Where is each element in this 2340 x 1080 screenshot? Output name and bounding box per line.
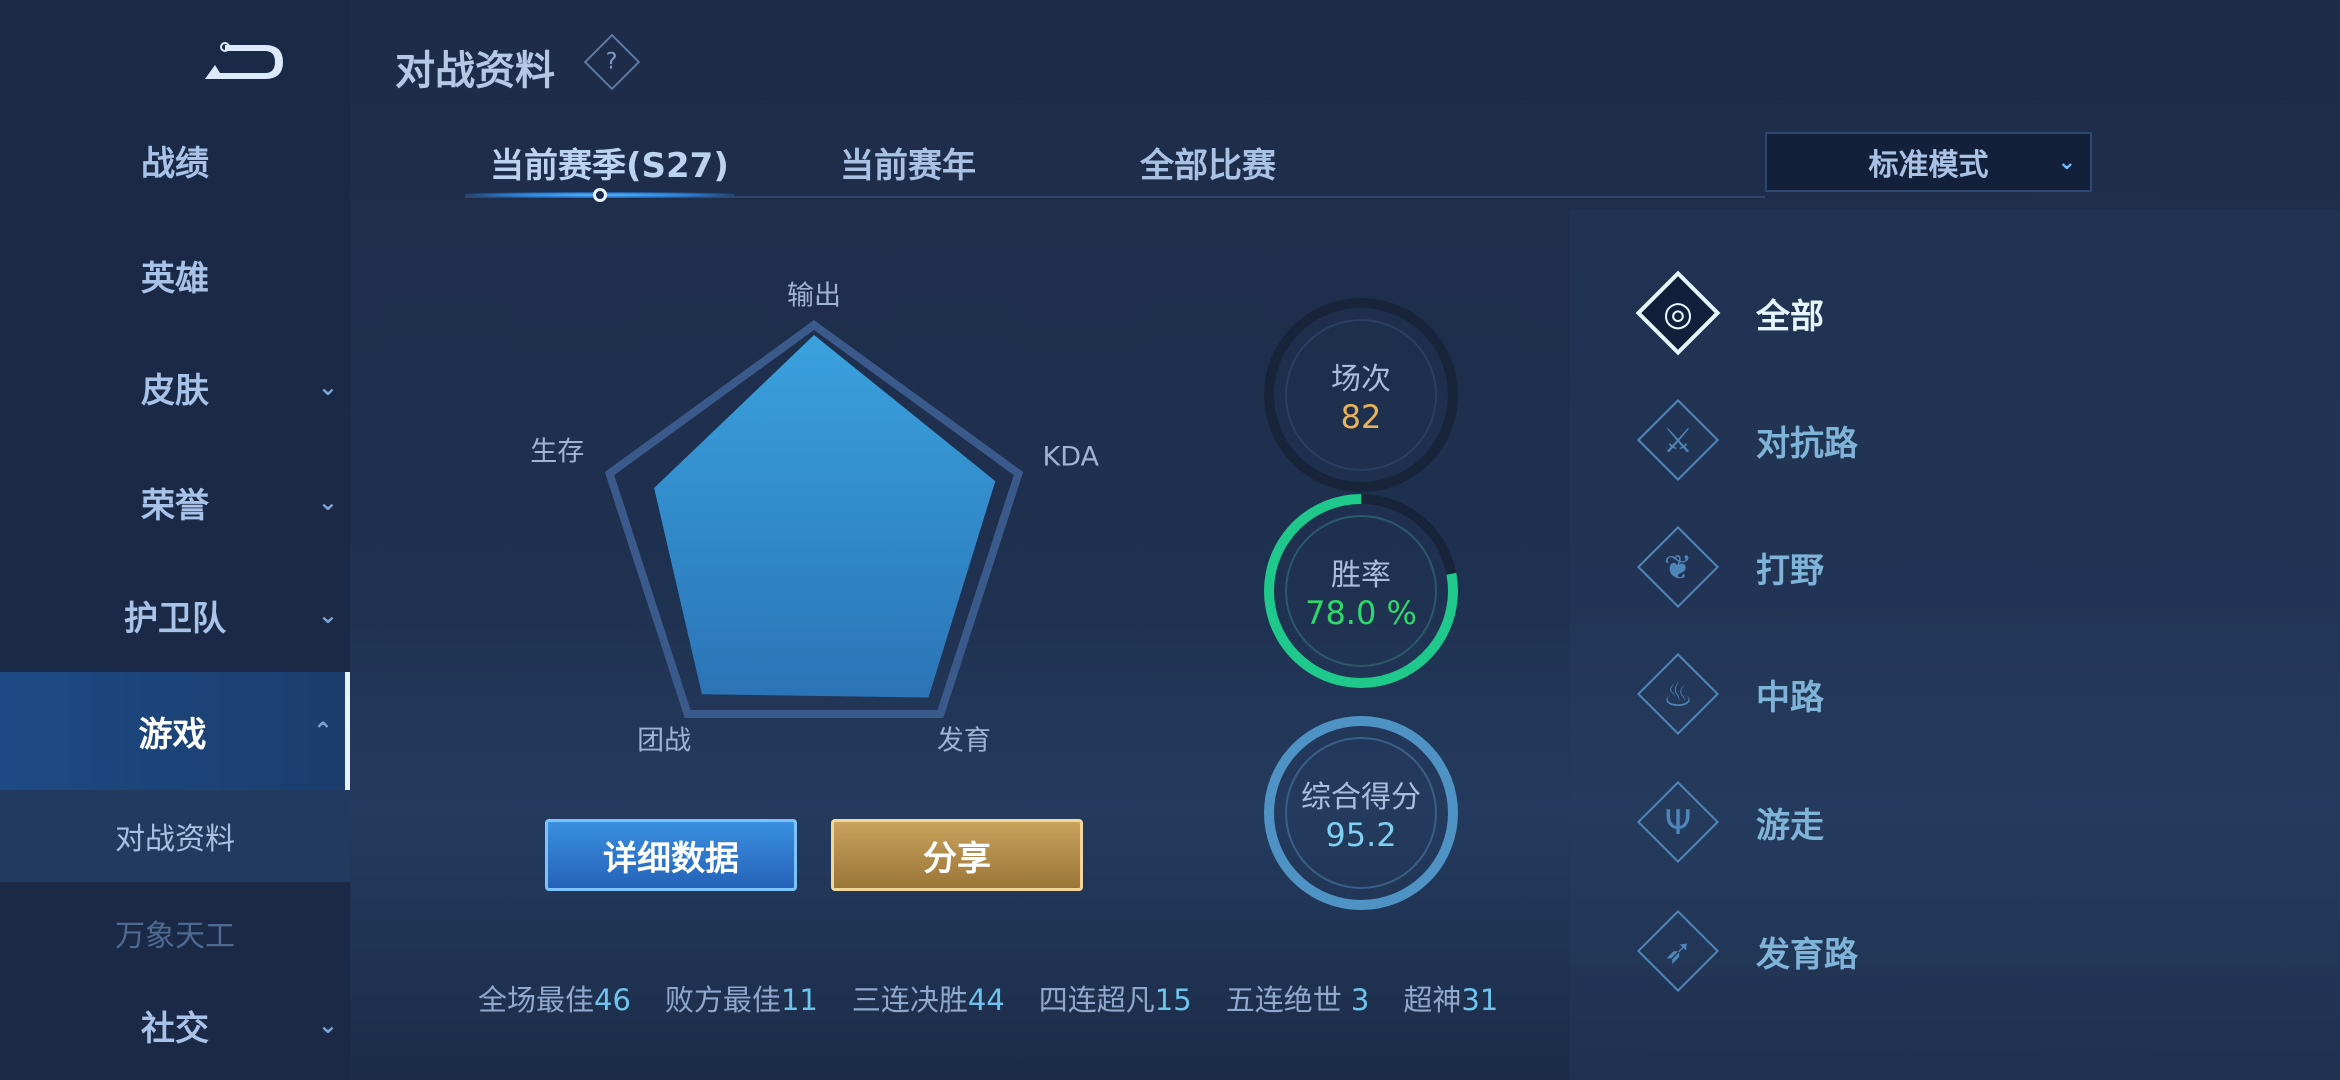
winrate-ring: 胜率 78.0 %: [1261, 491, 1461, 691]
lane-item-0[interactable]: ◎ 全部: [1630, 263, 1824, 363]
share-button[interactable]: 分享: [831, 819, 1083, 891]
radar-label-growth: 发育: [936, 725, 991, 757]
chevron-down-icon: ⌄: [317, 373, 338, 401]
stat-quadra-kill: 四连超凡15: [1039, 977, 1192, 1019]
lane-panel: [1570, 210, 2340, 1080]
stat-label: 全场最佳: [478, 983, 595, 1017]
sidebar-item-honor[interactable]: 荣誉 ⌄: [0, 447, 350, 557]
svg-text:Ψ: Ψ: [1665, 803, 1692, 843]
chevron-down-icon: ⌄: [317, 601, 338, 629]
score-label: 综合得分: [1301, 780, 1421, 815]
lane-item-1[interactable]: ⚔ 对抗路: [1630, 390, 1858, 490]
chevron-up-icon: ⌃: [312, 717, 333, 745]
sub-label: 对战资料: [115, 822, 235, 857]
stat-label: 三连决胜: [851, 983, 968, 1017]
tab-current-season[interactable]: 当前赛季(S27): [490, 146, 729, 186]
svg-text:♨: ♨: [1663, 675, 1693, 715]
sidebar-item-skins[interactable]: 皮肤 ⌄: [0, 332, 350, 442]
stat-triple-kill: 三连决胜44: [852, 977, 1005, 1019]
leaf-icon: ❦: [1630, 519, 1726, 615]
radar-fill: [654, 335, 996, 698]
lane-item-2[interactable]: ❦ 打野: [1630, 517, 1824, 617]
winrate-value: 78.0 %: [1305, 594, 1417, 632]
subitem-battle-data[interactable]: 对战资料: [0, 790, 350, 882]
sidebar-item-social[interactable]: 社交 ⌄: [0, 970, 350, 1080]
subitem-workshop[interactable]: 万象天工: [0, 887, 350, 979]
svg-text:❦: ❦: [1664, 548, 1693, 588]
stat-label: 四连超凡: [1038, 983, 1155, 1017]
lane-label: 中路: [1756, 677, 1824, 718]
matches-label: 场次: [1331, 362, 1391, 397]
stat-legendary: 超神31: [1403, 977, 1498, 1019]
page-title: 对战资料: [395, 48, 555, 94]
svg-text:➶: ➶: [1664, 932, 1693, 972]
crossed-swords-icon: ⚔: [1630, 392, 1726, 488]
nav-label: 荣誉: [141, 485, 209, 526]
radar-label-output: 输出: [787, 280, 841, 312]
stat-value: 15: [1154, 983, 1192, 1017]
sub-label: 万象天工: [115, 919, 235, 954]
score-ring: 综合得分 95.2: [1261, 713, 1461, 913]
sidebar-item-guard-team[interactable]: 护卫队 ⌄: [0, 560, 350, 670]
arrow-target-icon: ➶: [1630, 903, 1726, 999]
svg-text:⚔: ⚔: [1663, 421, 1693, 461]
lane-label: 打野: [1756, 550, 1824, 591]
stat-value: 3: [1341, 983, 1370, 1017]
nav-label: 皮肤: [141, 370, 209, 411]
tab-indicator: [465, 188, 735, 202]
matches-ring: 场次 82: [1261, 295, 1461, 495]
matches-value: 82: [1340, 398, 1382, 436]
nav-label: 英雄: [141, 258, 209, 299]
stat-label: 五连绝世: [1225, 983, 1342, 1017]
radar-chart: [604, 320, 1024, 718]
sidebar-item-heroes[interactable]: 英雄: [0, 220, 350, 330]
nav-label: 游戏: [138, 714, 207, 755]
chevron-down-icon: ⌄: [2057, 149, 2076, 175]
lane-item-5[interactable]: ➶ 发育路: [1630, 901, 1858, 1001]
lane-label: 对抗路: [1756, 423, 1858, 464]
mode-value: 标准模式: [1868, 148, 1989, 183]
sidebar-item-record[interactable]: 战绩: [0, 105, 350, 215]
radar-outline: [604, 320, 1024, 718]
back-icon[interactable]: [195, 35, 290, 85]
achievement-stats: 全场最佳46 败方最佳11 三连决胜44 四连超凡15 五连绝世 3 超神31: [478, 977, 1498, 1019]
trident-icon: Ψ: [1630, 774, 1726, 870]
stat-mvp: 全场最佳46: [478, 977, 631, 1019]
lane-label: 发育路: [1756, 934, 1858, 975]
nav-label: 社交: [141, 1008, 209, 1049]
stat-penta-kill: 五连绝世 3: [1226, 977, 1370, 1019]
score-value: 95.2: [1325, 816, 1397, 854]
radar-label-survival: 生存: [530, 436, 585, 468]
lane-item-4[interactable]: Ψ 游走: [1630, 772, 1824, 872]
radar-label-teamfight: 团战: [637, 725, 692, 757]
stat-value: 44: [967, 983, 1005, 1017]
nav-label: 护卫队: [124, 598, 226, 639]
lane-label: 游走: [1756, 805, 1824, 846]
stat-value: 46: [594, 983, 631, 1017]
chevron-down-icon: ⌄: [317, 1011, 338, 1039]
tab-all-matches[interactable]: 全部比赛: [1140, 146, 1276, 186]
stat-losing-mvp: 败方最佳11: [665, 977, 818, 1019]
lane-label: 全部: [1756, 296, 1824, 337]
all-lanes-icon: ◎: [1630, 265, 1726, 361]
chevron-down-icon: ⌄: [317, 488, 338, 516]
svg-text:◎: ◎: [1663, 294, 1693, 334]
sidebar: 战绩 英雄 皮肤 ⌄ 荣誉 ⌄ 护卫队 ⌄ 游戏 ⌃ 对战资料 万象天工 社交 ⌄: [0, 0, 350, 1080]
tab-current-year[interactable]: 当前赛年: [840, 146, 976, 186]
stat-label: 超神: [1403, 983, 1462, 1017]
radar-label-kda: KDA: [1042, 441, 1100, 473]
details-button[interactable]: 详细数据: [545, 819, 797, 891]
flame-icon: ♨: [1630, 646, 1726, 742]
stat-value: 11: [780, 983, 818, 1017]
nav-label: 战绩: [141, 143, 209, 184]
tab-bar: 当前赛季(S27) 当前赛年 全部比赛: [465, 130, 1765, 202]
sidebar-item-game[interactable]: 游戏 ⌃: [0, 672, 350, 790]
stat-value: 31: [1461, 983, 1499, 1017]
stat-label: 败方最佳: [664, 983, 781, 1017]
winrate-label: 胜率: [1331, 558, 1391, 593]
lane-item-3[interactable]: ♨ 中路: [1630, 644, 1824, 744]
mode-dropdown[interactable]: 标准模式 ⌄: [1765, 132, 2092, 192]
